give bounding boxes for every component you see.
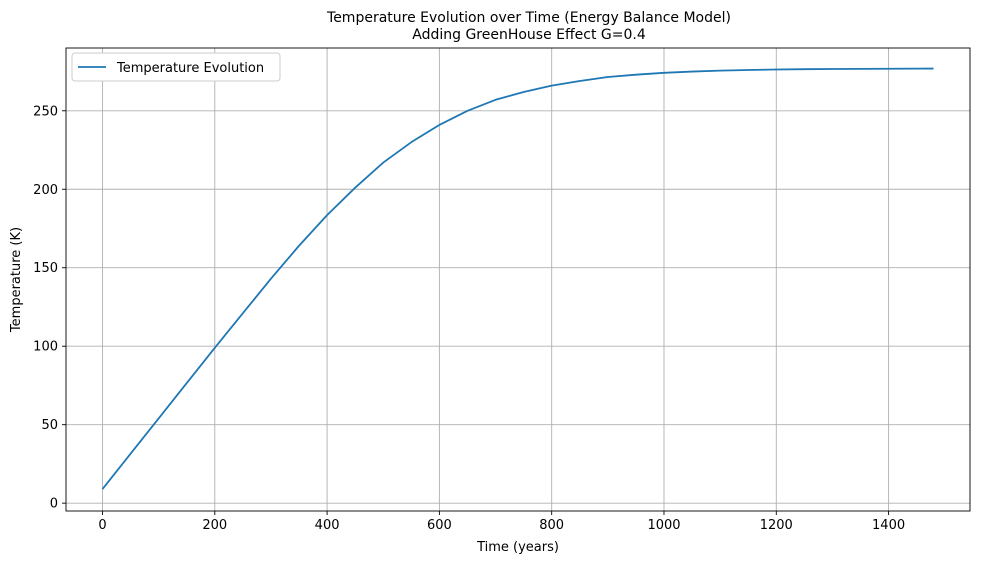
y-tick-label: 200 (33, 183, 58, 198)
x-tick-label: 200 (202, 518, 227, 533)
series-layer (101, 67, 934, 490)
x-tick-label: 800 (539, 518, 564, 533)
y-axis-label: Temperature (K) (9, 227, 24, 333)
x-tick-label: 1000 (647, 518, 680, 533)
x-axis-label: Time (years) (476, 540, 559, 555)
x-tick-label: 1400 (872, 518, 905, 533)
plot-frame (65, 47, 971, 512)
x-tick-label: 0 (98, 518, 106, 533)
y-tick-label: 250 (33, 104, 58, 119)
y-tick-label: 150 (33, 261, 58, 276)
y-tick-label: 0 (50, 497, 58, 512)
legend-entry-label: Temperature Evolution (116, 61, 264, 76)
y-tick-label: 100 (33, 340, 58, 355)
chart-subtitle: Adding GreenHouse Effect G=0.4 (412, 27, 646, 43)
x-tick-label: 600 (427, 518, 452, 533)
series-line-temperature-evolution (101, 67, 934, 490)
legend-box (71, 52, 281, 82)
legend: Temperature Evolution (71, 52, 281, 82)
x-tick-label: 400 (315, 518, 340, 533)
x-tick-label: 1200 (760, 518, 793, 533)
y-axis-ticks: 0 50 100 150 200 250 (33, 104, 66, 512)
x-axis-ticks: 0 200 400 600 800 1000 1200 1400 (98, 511, 905, 533)
y-tick-label: 50 (41, 418, 58, 433)
chart-title: Temperature Evolution over Time (Energy … (326, 10, 731, 26)
